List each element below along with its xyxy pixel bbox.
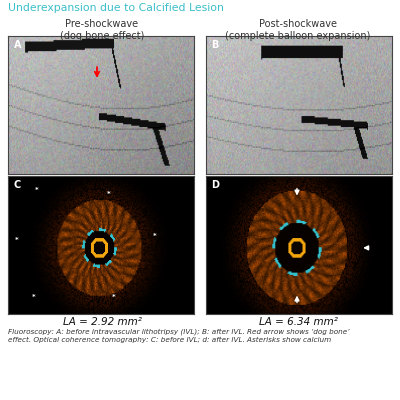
Text: LA = 6.34 mm²: LA = 6.34 mm² [258, 317, 338, 327]
Text: D: D [212, 180, 220, 190]
Text: C: C [14, 180, 21, 190]
Text: *: * [35, 187, 38, 193]
Text: Underexpansion due to Calcified Lesion: Underexpansion due to Calcified Lesion [8, 3, 224, 13]
Text: A: A [14, 40, 21, 50]
Text: *: * [15, 237, 18, 243]
Text: B: B [212, 40, 219, 50]
Text: *: * [107, 191, 111, 197]
Text: Fluoroscopy: A: before intravascular lithotripsy (IVL); B: after IVL. Red arrow : Fluoroscopy: A: before intravascular lit… [8, 329, 350, 342]
Text: *: * [112, 294, 116, 300]
Text: Post-shockwave
(complete balloon expansion): Post-shockwave (complete balloon expansi… [225, 19, 371, 41]
Text: Pre-shockwave
(dog bone effect): Pre-shockwave (dog bone effect) [60, 19, 144, 41]
Text: *: * [32, 294, 36, 300]
Text: *: * [152, 233, 156, 239]
Text: LA = 2.92 mm²: LA = 2.92 mm² [62, 317, 142, 327]
